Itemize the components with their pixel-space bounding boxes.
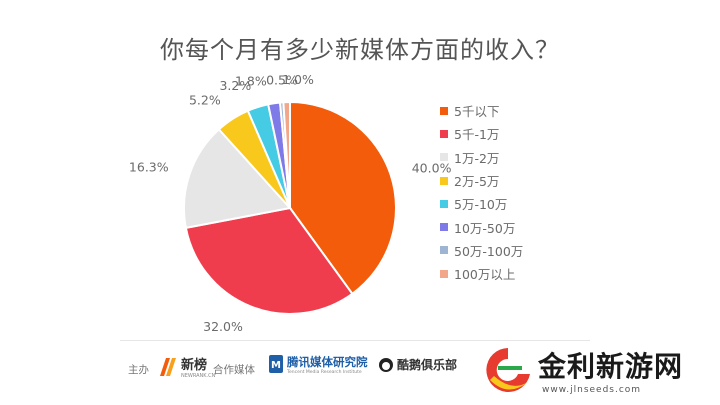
legend-label-4: 5万-10万 xyxy=(454,197,508,213)
watermark-logo-icon xyxy=(486,348,530,392)
penguin-logo-icon xyxy=(379,357,393,372)
pie-slice-1 xyxy=(184,206,354,315)
legend-swatch-7 xyxy=(440,269,448,278)
legend-item-1: 5千-1万 xyxy=(440,122,523,145)
sponsor-name: 新榜 xyxy=(181,358,208,373)
legend-swatch-6 xyxy=(440,246,448,255)
partner-label: 合作媒体 xyxy=(213,364,255,376)
pie-label-3: 5.2% xyxy=(189,92,221,107)
svg-text:M: M xyxy=(271,360,281,371)
sponsor-sub: NEWRANK.CN xyxy=(181,373,216,379)
pie-label-2: 16.3% xyxy=(129,159,169,174)
partner1-logo: M 腾讯媒体研究院 Tencent Media Research Institu… xyxy=(268,353,368,375)
legend-swatch-1 xyxy=(440,129,448,138)
legend-swatch-0 xyxy=(440,106,448,115)
pie-label-1: 32.0% xyxy=(203,319,243,334)
legend-item-5: 10万-50万 xyxy=(440,215,523,238)
legend-item-2: 1万-2万 xyxy=(440,146,523,169)
pie-label-6: 0.5% xyxy=(266,72,298,87)
pie-slice-0 xyxy=(289,100,397,296)
legend-label-5: 10万-50万 xyxy=(454,220,516,236)
legend-label-2: 1万-2万 xyxy=(454,150,500,166)
legend-item-4: 5万-10万 xyxy=(440,192,523,215)
pie-slice-2 xyxy=(183,127,292,230)
footer-divider xyxy=(120,340,590,341)
pie-slice-7 xyxy=(282,100,291,209)
partner1-sub: Tencent Media Research Institute xyxy=(287,369,362,375)
partner2-name: 酷鹅俱乐部 xyxy=(397,358,458,372)
watermark-text: 金利新游网 xyxy=(538,350,684,383)
watermark-url: www.jlnseeds.com xyxy=(542,385,642,395)
sponsor-label: 主办 xyxy=(128,364,149,376)
legend-label-7: 100万以上 xyxy=(454,267,516,283)
tencent-media-logo-icon: M xyxy=(269,355,283,373)
newrank-logo-icon xyxy=(160,357,176,376)
legend: 5千以下 5千-1万 1万-2万 2万-5万 5万-10万 10万-50万 50万-100万… xyxy=(440,99,523,285)
pie-label-4: 3.2% xyxy=(219,78,251,93)
legend-label-6: 50万-100万 xyxy=(454,243,524,259)
pie-label-7: 1.0% xyxy=(282,72,314,87)
legend-item-7: 100万以上 xyxy=(440,262,523,285)
partner1-name: 腾讯媒体研究院 xyxy=(287,354,368,369)
pie-label-0: 40.0% xyxy=(412,160,452,175)
legend-swatch-2 xyxy=(440,153,448,162)
sponsor-logo: 新榜 NEWRANK.CN xyxy=(158,354,215,379)
partner2-logo: 酷鹅俱乐部 xyxy=(378,356,457,373)
legend-label-1: 5千-1万 xyxy=(454,127,500,143)
chart-title: 你每个月有多少新媒体方面的收入？ xyxy=(160,36,560,64)
legend-swatch-5 xyxy=(440,223,448,232)
legend-item-3: 2万-5万 xyxy=(440,169,523,192)
footer: 主办 新榜 NEWRANK.CN 合作媒体 M 腾讯媒体研究院 Tencent … xyxy=(0,340,720,405)
legend-item-6: 50万-100万 xyxy=(440,239,523,262)
legend-label-0: 5千以下 xyxy=(454,104,500,120)
pie-label-5: 1.8% xyxy=(235,73,267,88)
legend-swatch-3 xyxy=(440,176,448,185)
legend-item-0: 5千以下 xyxy=(440,99,523,122)
legend-label-3: 2万-5万 xyxy=(454,174,500,190)
legend-swatch-4 xyxy=(440,199,448,208)
pie-chart: 40.0% 32.0% 16.3% 5.2%3.2%1.8% 0.5%1.0% xyxy=(129,72,452,334)
